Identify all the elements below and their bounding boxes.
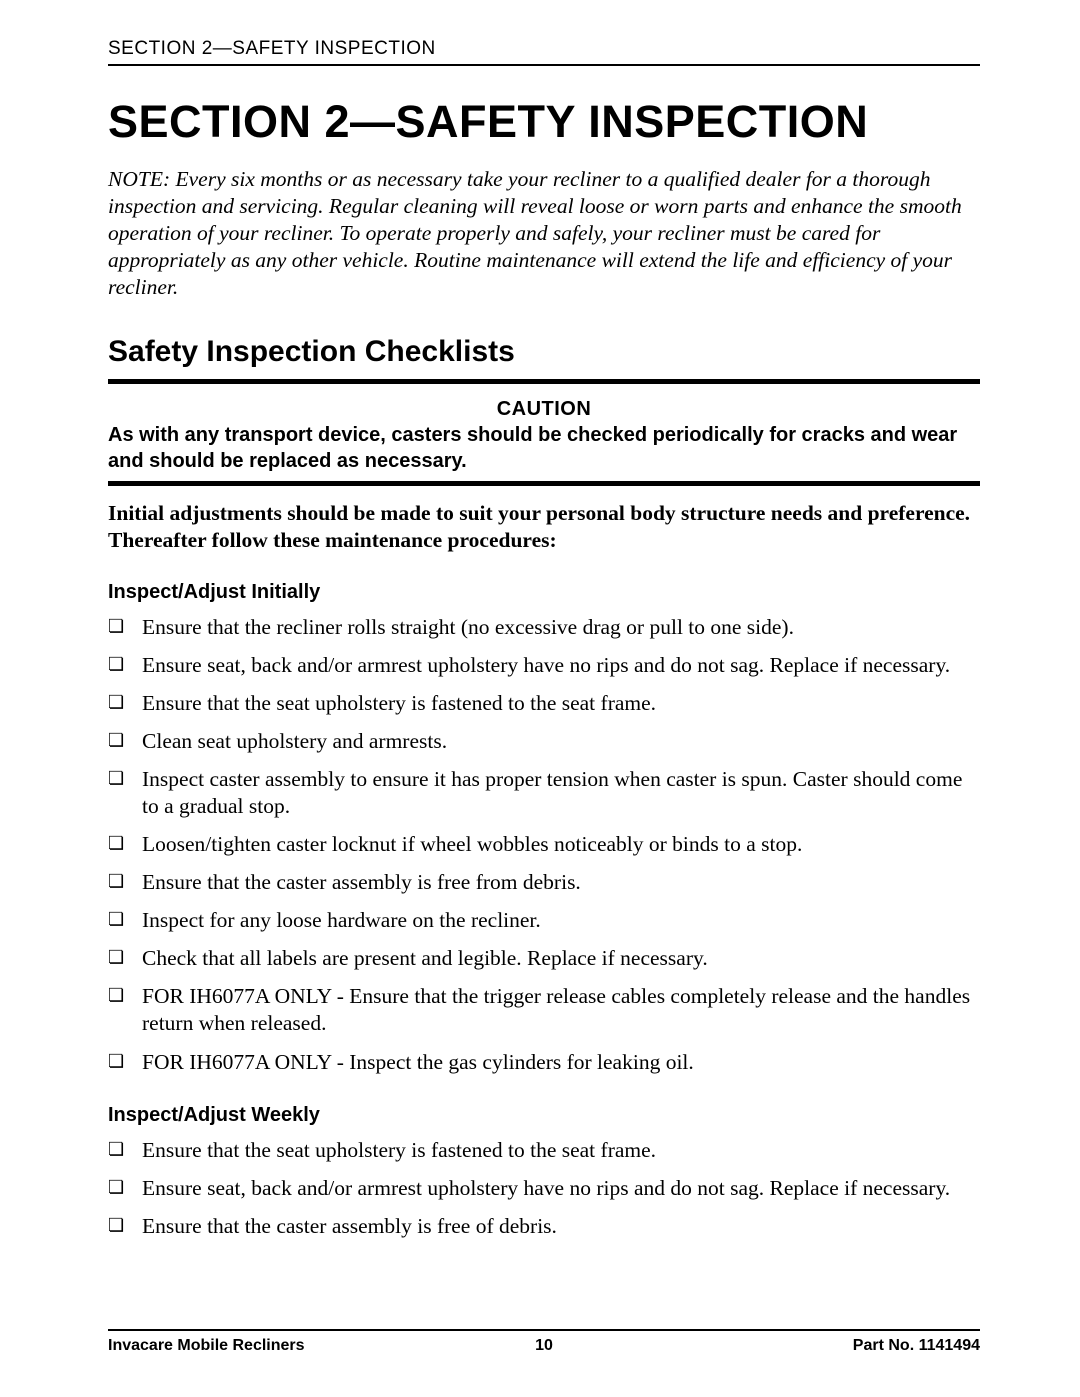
subsection-title: Safety Inspection Checklists	[108, 335, 980, 369]
note-paragraph: NOTE: Every six months or as necessary t…	[108, 166, 980, 301]
document-page: SECTION 2—SAFETY INSPECTION SECTION 2—SA…	[0, 0, 1080, 1397]
caution-text: As with any transport device, casters sh…	[108, 423, 980, 474]
running-header: SECTION 2—SAFETY INSPECTION	[108, 38, 980, 66]
section-title: SECTION 2—SAFETY INSPECTION	[108, 96, 980, 148]
page-footer: Invacare Mobile Recliners 10 Part No. 11…	[108, 1329, 980, 1355]
checklist-item: FOR IH6077A ONLY - Ensure that the trigg…	[108, 983, 980, 1037]
checklist-item: Ensure that the caster assembly is free …	[108, 1213, 980, 1240]
footer-right: Part No. 1141494	[853, 1337, 980, 1355]
checklist-item: Loosen/tighten caster locknut if wheel w…	[108, 831, 980, 858]
checklist-item: Ensure that the seat upholstery is faste…	[108, 1137, 980, 1164]
checklist-item: Ensure that the recliner rolls straight …	[108, 614, 980, 641]
caution-heading: CAUTION	[108, 398, 980, 421]
initial-adjustments-text: Initial adjustments should be made to su…	[108, 500, 980, 555]
rule-bottom	[108, 481, 980, 486]
checklist-item: FOR IH6077A ONLY - Inspect the gas cylin…	[108, 1049, 980, 1076]
checklist-weekly: Ensure that the seat upholstery is faste…	[108, 1137, 980, 1240]
footer-left: Invacare Mobile Recliners	[108, 1337, 305, 1355]
checklist-item: Clean seat upholstery and armrests.	[108, 728, 980, 755]
checklist-item: Inspect caster assembly to ensure it has…	[108, 766, 980, 820]
checklist-item: Ensure seat, back and/or armrest upholst…	[108, 1175, 980, 1202]
checklist-item: Check that all labels are present and le…	[108, 945, 980, 972]
checklist-item: Inspect for any loose hardware on the re…	[108, 907, 980, 934]
checklist-item: Ensure that the seat upholstery is faste…	[108, 690, 980, 717]
list-heading-initially: Inspect/Adjust Initially	[108, 581, 980, 604]
checklist-initially: Ensure that the recliner rolls straight …	[108, 614, 980, 1076]
checklist-item: Ensure seat, back and/or armrest upholst…	[108, 652, 980, 679]
rule-top	[108, 379, 980, 384]
checklist-item: Ensure that the caster assembly is free …	[108, 869, 980, 896]
list-heading-weekly: Inspect/Adjust Weekly	[108, 1104, 980, 1127]
